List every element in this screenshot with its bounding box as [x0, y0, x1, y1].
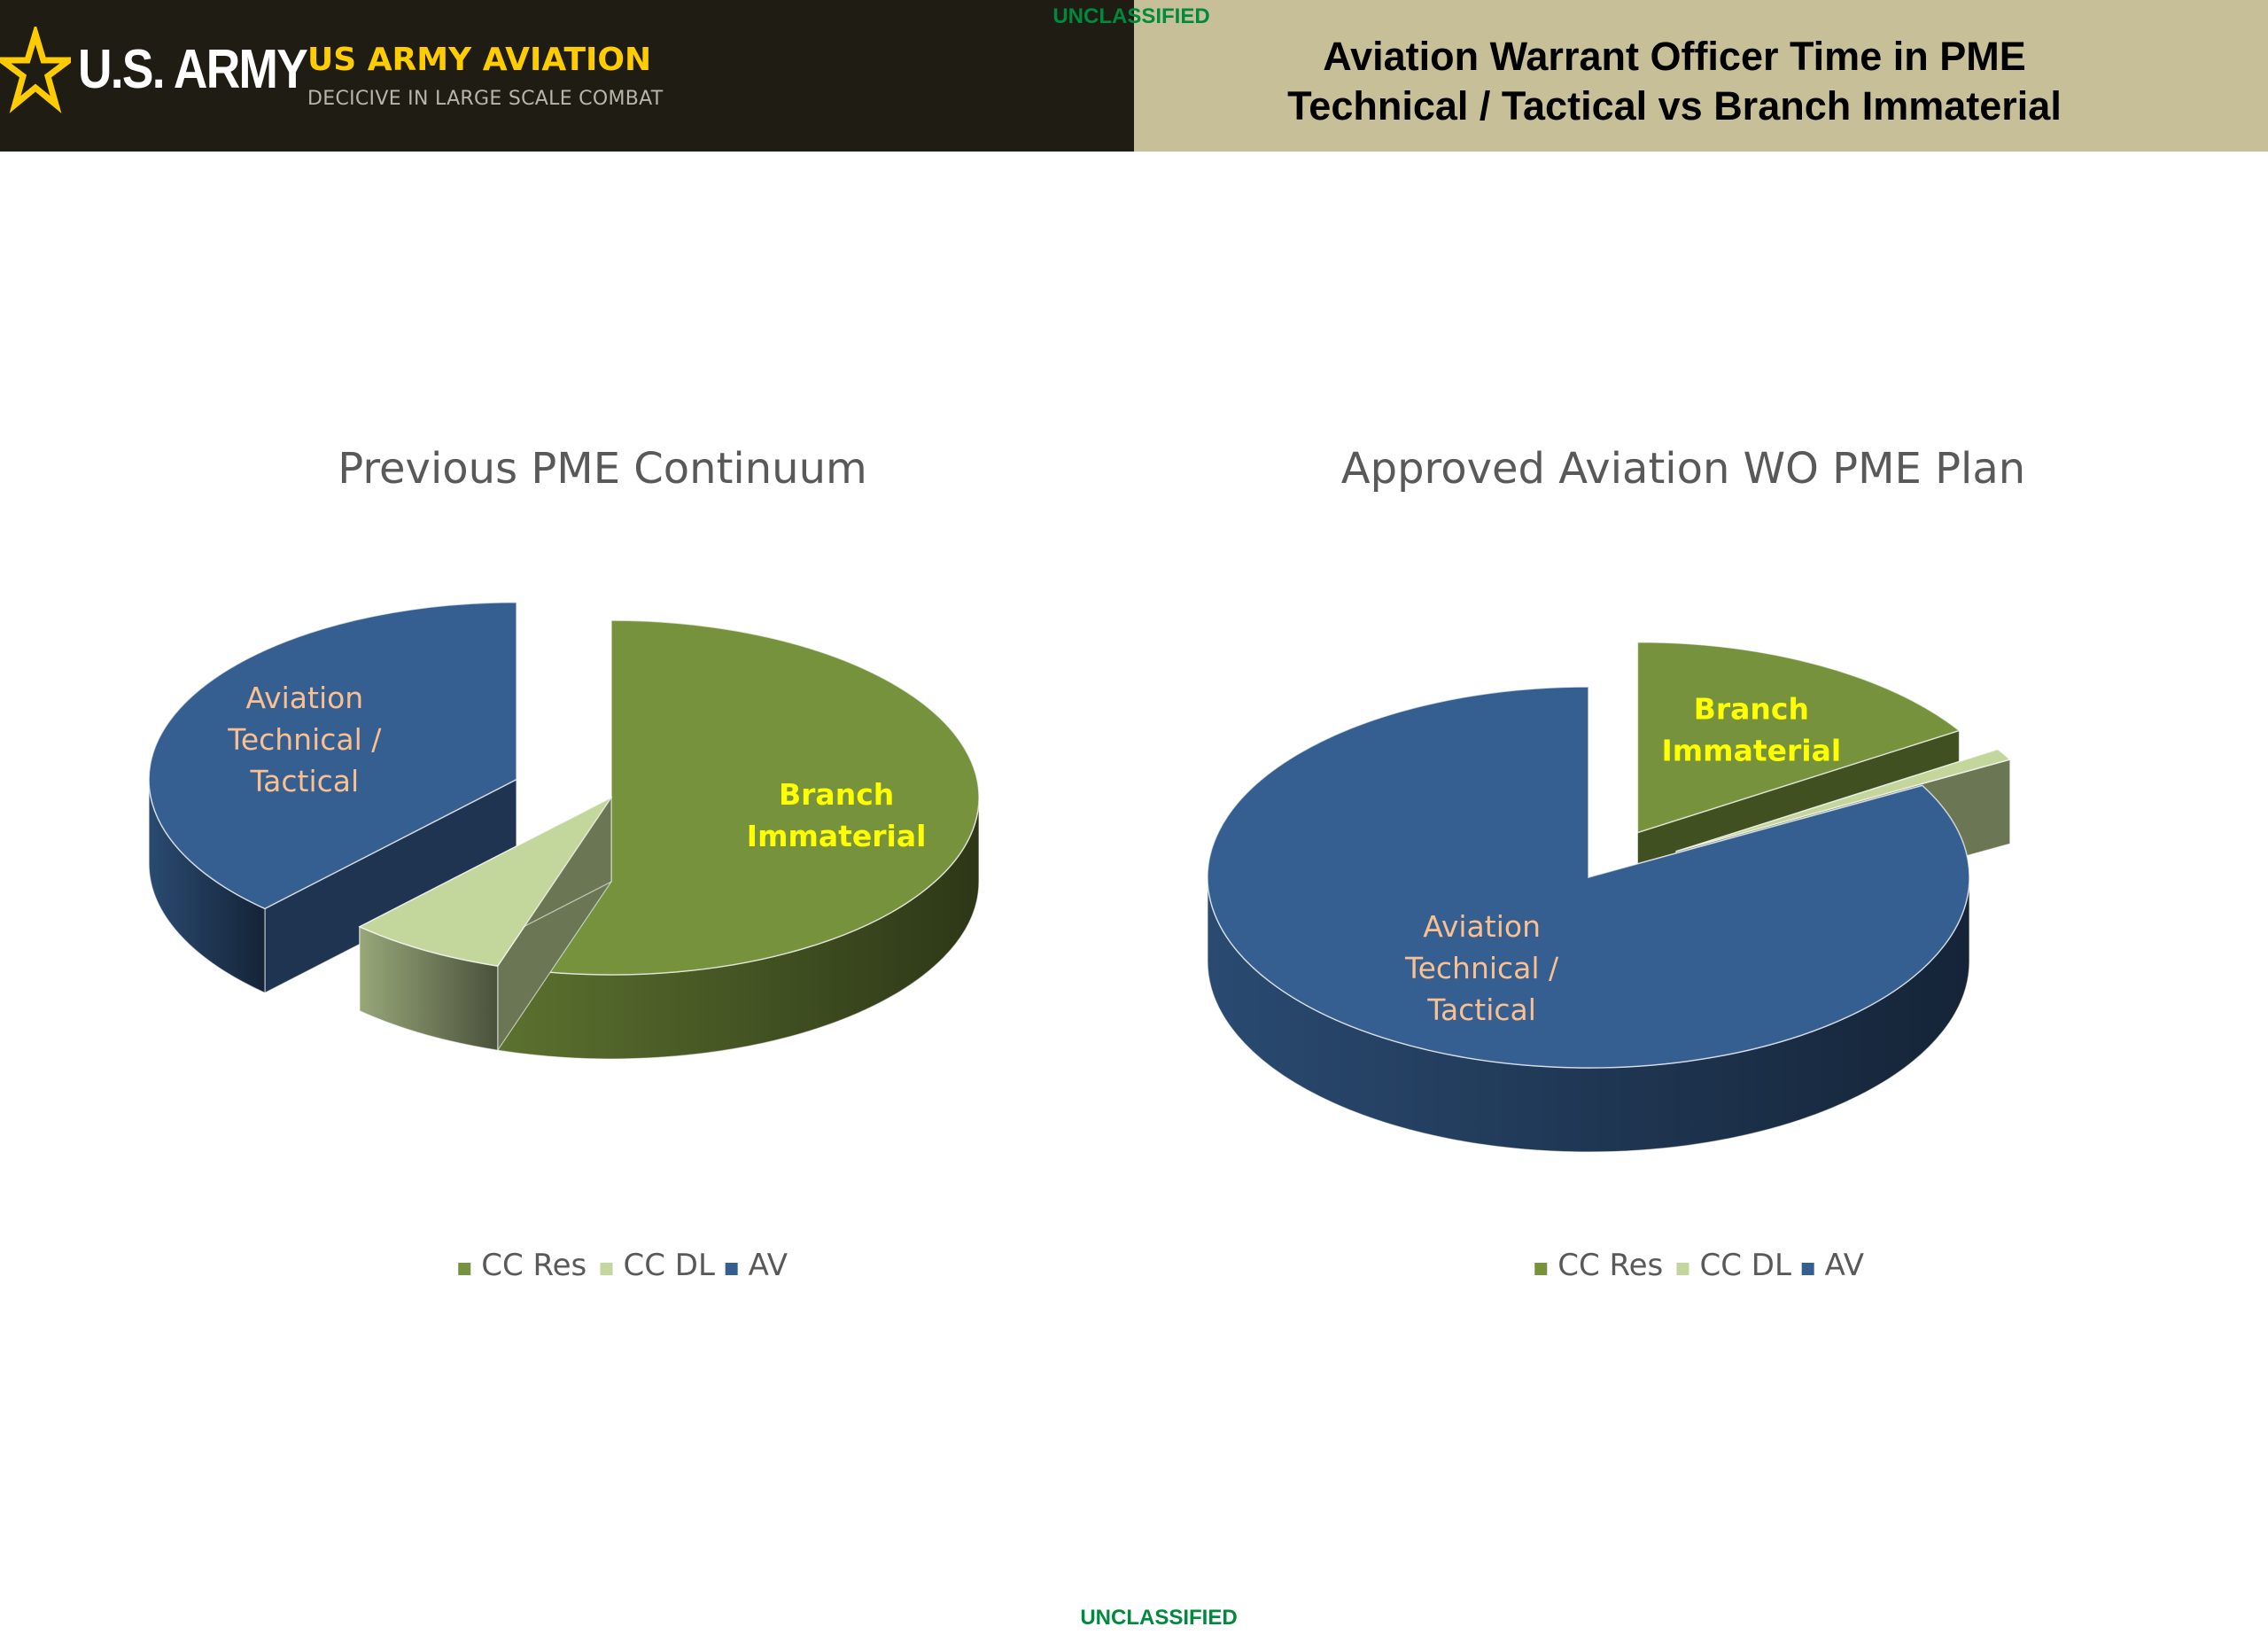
- slide-title-line-2: Technical / Tactical vs Branch Immateria…: [1287, 83, 2062, 128]
- chart-legend: CC Res CC DL AV: [1534, 1248, 1864, 1283]
- slice-label-line: Tactical: [249, 764, 359, 798]
- army-wordmark: U.S. ARMY: [78, 39, 308, 100]
- legend-label: CC DL: [623, 1248, 714, 1283]
- legend-swatch: [1534, 1263, 1548, 1275]
- legend-swatch: [1676, 1263, 1689, 1275]
- legend-item-cc-dl: CC DL: [1676, 1248, 1791, 1283]
- legend-label: CC Res: [1557, 1248, 1663, 1283]
- slice-label-cc-res: Branch Immaterial: [1662, 691, 1842, 767]
- slice-av: [1207, 686, 1970, 1153]
- slide-title-line-1: Aviation Warrant Officer Time in PME: [1323, 34, 2026, 79]
- slice-label-line: Immaterial: [1662, 733, 1842, 767]
- classification-top: UNCLASSIFIED: [1052, 4, 1210, 28]
- slice-label-line: Immaterial: [747, 819, 927, 853]
- legend-swatch: [725, 1263, 738, 1275]
- legend-swatch: [458, 1263, 471, 1275]
- legend-label: CC DL: [1699, 1248, 1790, 1283]
- chart-title: Approved Aviation WO PME Plan: [1341, 444, 2025, 494]
- legend-label: CC Res: [481, 1248, 586, 1283]
- slice-label-cc-res: Branch Immaterial: [747, 777, 927, 853]
- brand-title: US ARMY AVIATION: [307, 42, 652, 78]
- slice-label-line: Branch: [1694, 691, 1809, 726]
- slice-label-line: Tactical: [1426, 992, 1536, 1027]
- slice-label-av: Aviation Technical / Tactical: [1404, 909, 1559, 1027]
- legend-swatch: [600, 1263, 613, 1275]
- slice-label-line: Branch: [779, 777, 894, 812]
- pie-chart-1: Previous PME Continuum Branch Immaterial Av…: [148, 444, 980, 1283]
- chart-legend: CC Res CC DL AV: [458, 1248, 788, 1283]
- slice-label-av: Aviation Technical / Tactical: [227, 681, 382, 798]
- legend-item-cc-res: CC Res: [458, 1248, 586, 1283]
- legend-label: AV: [1825, 1248, 1864, 1283]
- slice-av: [148, 601, 517, 994]
- pie-chart-2: Approved Aviation WO PME Plan Branch Immat…: [1207, 444, 2025, 1283]
- slice-cc-dl: [358, 796, 612, 1053]
- chart-title: Previous PME Continuum: [338, 444, 867, 494]
- legend-item-cc-dl: CC DL: [600, 1248, 715, 1283]
- legend-label: AV: [749, 1248, 788, 1283]
- header-title-bar: [1134, 0, 2268, 152]
- header-brand-bar: U.S. ARMY US ARMY AVIATION DECICIVE IN L…: [0, 0, 1134, 152]
- classification-bottom: UNCLASSIFIED: [1080, 1606, 1238, 1630]
- legend-item-cc-res: CC Res: [1534, 1248, 1663, 1283]
- brand-subtitle: DECICIVE IN LARGE SCALE COMBAT: [307, 88, 664, 110]
- slice-label-line: Technical /: [1404, 951, 1559, 985]
- legend-item-av: AV: [1801, 1248, 1864, 1283]
- legend-item-av: AV: [725, 1248, 788, 1283]
- army-star-icon: [0, 27, 71, 113]
- slice-label-line: Aviation: [245, 681, 363, 715]
- slide-title: Aviation Warrant Officer Time in PME Tec…: [1161, 32, 2188, 131]
- legend-swatch: [1801, 1263, 1814, 1275]
- slice-label-line: Aviation: [1423, 909, 1541, 944]
- slice-label-line: Technical /: [227, 722, 382, 757]
